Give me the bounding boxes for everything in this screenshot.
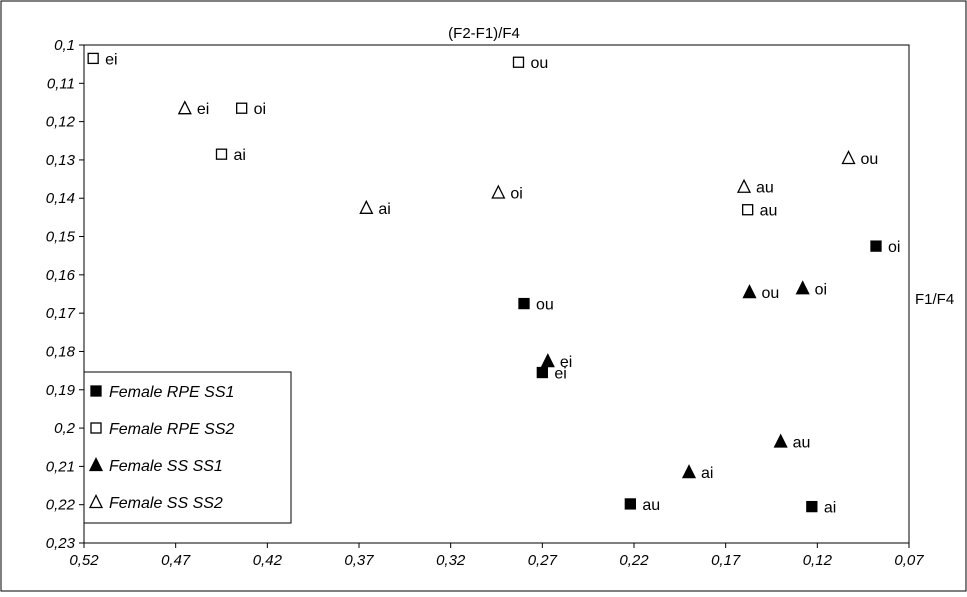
x-tick-label: 0,12 [803, 552, 833, 569]
legend-box [83, 371, 292, 524]
data-point-label: au [642, 497, 660, 514]
y-tick-label: 0,14 [46, 190, 75, 207]
data-point-marker [841, 150, 856, 165]
y-tick-label: 0,13 [46, 152, 76, 169]
data-point-marker [512, 56, 525, 68]
x-axis-title: F1/F4 [915, 291, 954, 308]
legend-marker [88, 494, 104, 509]
x-tick-label: 0,07 [894, 552, 924, 569]
data-point-marker [491, 184, 506, 199]
data-point-label: ei [560, 354, 572, 371]
data-point-marker [540, 353, 555, 368]
y-tick-label: 0,1 [54, 37, 75, 54]
data-point-label: oi [815, 281, 827, 298]
y-tick-label: 0,16 [46, 267, 76, 284]
legend-entry-label: Female SS SS1 [109, 458, 223, 475]
data-point-label: ei [197, 101, 209, 118]
data-point-marker [795, 280, 810, 295]
data-point-label: ai [701, 465, 713, 482]
legend-marker [90, 422, 102, 434]
x-tick-label: 0,37 [344, 552, 374, 569]
legend: Female RPE SS1 Female RPE SS2 Female SS SS… [83, 371, 292, 524]
data-point-label: ou [861, 151, 879, 168]
data-point-marker [359, 199, 374, 214]
x-tick-label: 0,32 [436, 552, 466, 569]
y-axis-title: (F2-F1)/F4 [448, 25, 520, 42]
data-point-marker [773, 433, 788, 448]
legend-marker [88, 457, 104, 472]
x-tick-label: 0,17 [711, 552, 741, 569]
data-point-label: oi [254, 101, 266, 118]
data-point-label: ai [378, 201, 390, 218]
data-point-marker [681, 464, 697, 479]
data-point-marker [742, 204, 754, 216]
data-point-marker [870, 240, 882, 252]
data-point-label: au [760, 203, 778, 220]
data-point-label: ai [824, 500, 836, 517]
y-tick-label: 0,21 [46, 458, 75, 475]
data-point-marker [215, 148, 228, 160]
y-tick-label: 0,17 [46, 305, 76, 322]
legend-marker [90, 385, 102, 397]
data-point-marker [236, 102, 248, 114]
data-point-marker [742, 284, 757, 299]
x-tick-label: 0,52 [69, 552, 99, 569]
y-tick-label: 0,11 [47, 75, 75, 92]
y-tick-label: 0,2 [54, 420, 76, 437]
data-point-label: oi [888, 239, 900, 256]
data-point-label: ou [536, 297, 554, 314]
data-point-marker [736, 178, 752, 193]
data-point-marker [624, 498, 636, 510]
data-point-marker [518, 297, 530, 310]
data-point-label: ei [105, 51, 117, 68]
y-tick-label: 0,22 [46, 497, 76, 514]
x-tick-label: 0,42 [253, 552, 283, 569]
legend-entry-label: Female SS SS2 [109, 495, 223, 512]
data-point-label: ou [531, 55, 549, 72]
y-tick-label: 0,19 [46, 382, 76, 399]
data-point-label: au [756, 180, 774, 197]
x-tick-label: 0,47 [161, 552, 191, 569]
y-tick-label: 0,18 [46, 343, 76, 360]
y-tick-label: 0,23 [46, 535, 76, 552]
data-point-label: ou [762, 285, 780, 302]
data-point-marker [87, 52, 99, 65]
x-tick-label: 0,27 [528, 552, 558, 569]
y-tick-label: 0,15 [46, 229, 76, 246]
data-point-marker [536, 366, 548, 379]
data-point-label: ai [234, 147, 246, 164]
data-point-label: ei [554, 366, 566, 383]
data-point-marker [806, 500, 818, 513]
y-tick-label: 0,12 [46, 114, 76, 131]
legend-entry-label: Female RPE SS2 [109, 421, 234, 438]
data-point-marker [177, 100, 192, 115]
legend-entry-label: Female RPE SS1 [109, 384, 234, 401]
data-point-label: au [793, 434, 811, 451]
data-point-label: oi [510, 185, 522, 202]
x-tick-label: 0,22 [619, 552, 649, 569]
